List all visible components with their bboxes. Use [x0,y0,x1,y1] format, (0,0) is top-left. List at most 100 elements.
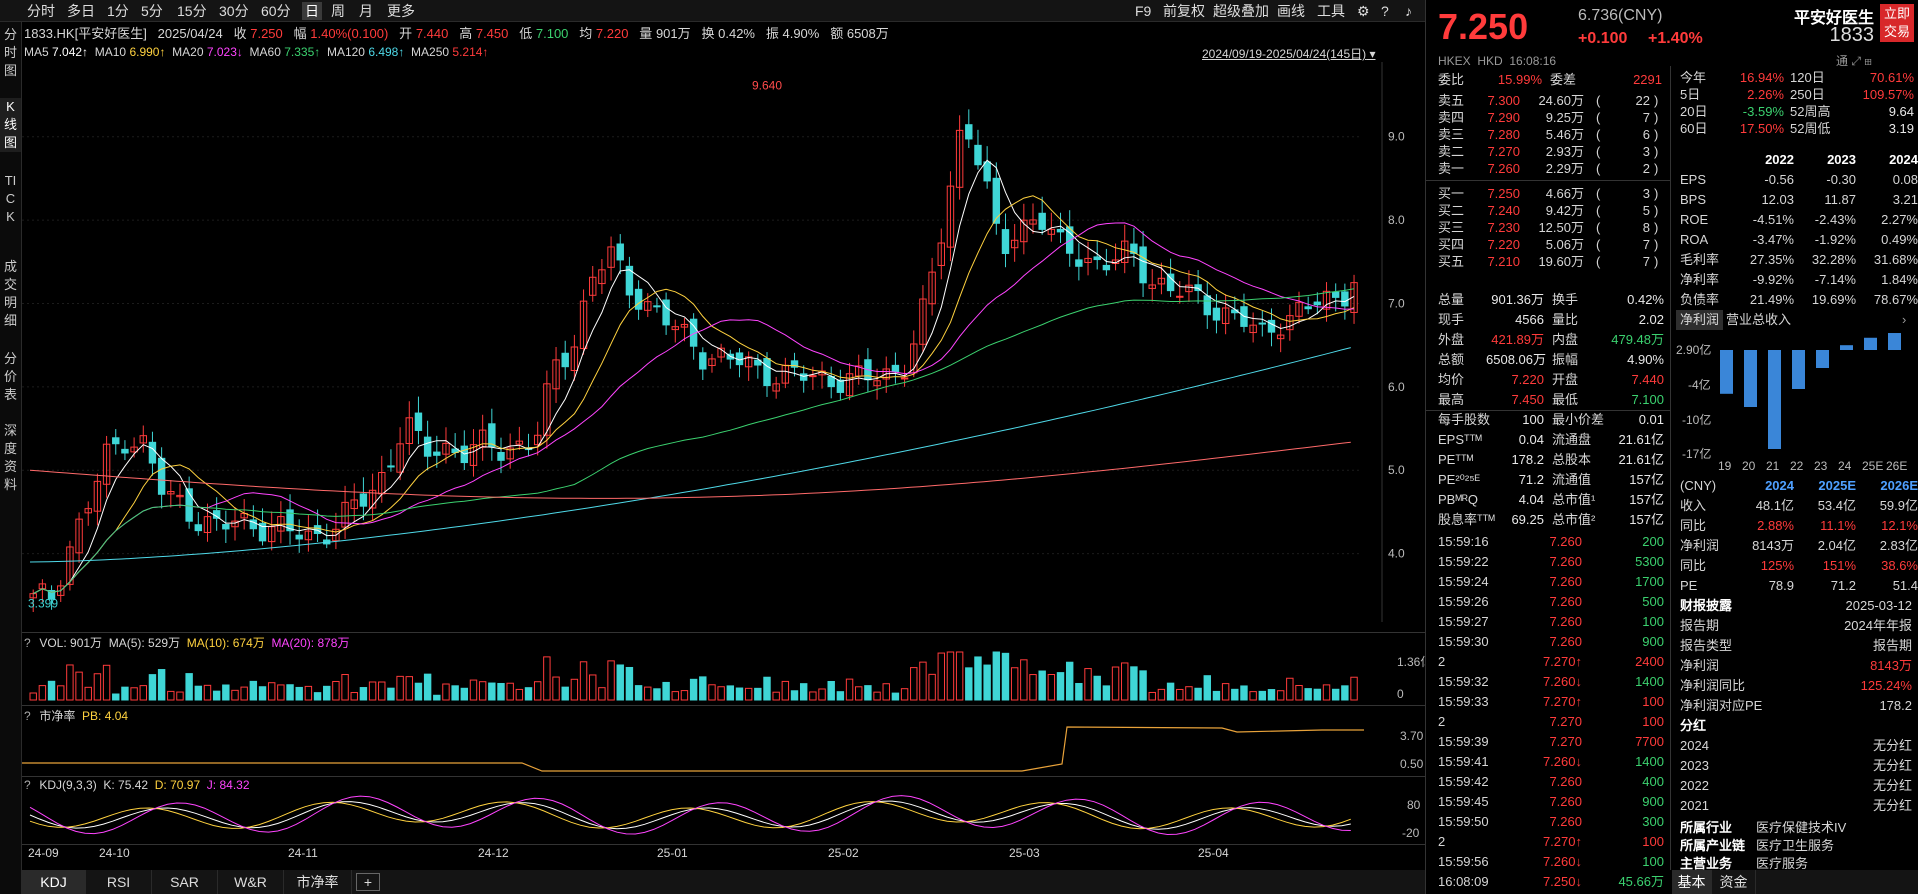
candle-body [1130,243,1138,254]
forecast-value: 125% [1760,558,1794,573]
adjust-button[interactable]: 前复权 [1163,3,1205,19]
panel-splitter[interactable] [1425,0,1426,894]
period-tab-more[interactable]: 更多 [387,3,415,19]
volume-bar [286,684,294,701]
ask-volume: 24.60万 [1538,93,1584,108]
period-tab-month[interactable]: 月 [359,3,373,19]
help-icon[interactable]: ? [1381,3,1389,19]
volume-bar [644,686,652,701]
help-icon[interactable]: ? [24,778,31,792]
candles [29,109,1358,612]
tick-volume: 100 [1642,714,1664,729]
side-tab-timeshare[interactable]: 分时图 [3,27,17,78]
indicator-tab-sar[interactable]: SAR [152,870,218,894]
profit-tab-revenue[interactable]: 营业总收入 [1726,312,1792,327]
bell-icon[interactable]: ♪ [1405,3,1412,19]
tools-button[interactable]: 工具 [1317,3,1345,19]
panel-mini-icons[interactable]: 通 ⤢ ⊞ [1836,54,1872,68]
candle-body [1322,290,1331,310]
period-tab-5min[interactable]: 5分 [141,3,163,19]
close-value: 7.250 [250,26,283,41]
profit-tab-net[interactable]: 净利润 [1676,310,1724,330]
ma120-label: MA120 [326,45,365,59]
ma250-value: 5.214↑ [452,45,489,59]
indicator-tab-rsi[interactable]: RSI [86,870,152,894]
volume-bar [809,691,817,701]
forecast-value: 12.1% [1881,518,1918,533]
tab-capital[interactable]: 资金 [1712,870,1756,894]
avg-value: 7.220 [595,26,629,41]
volume-bar [341,674,349,701]
ask-label: 卖五 [1438,93,1465,108]
volume-bar [249,680,258,701]
help-icon[interactable]: ? [24,636,31,650]
tab-basic[interactable]: 基本 [1672,870,1712,894]
kline-chart[interactable]: 9.0 8.0 7.0 6.0 5.0 4.0 9.640 3.399 [22,62,1425,630]
volume-bar [965,667,973,701]
candle-body [368,489,377,509]
volume-bar [38,685,47,701]
tick-time: 15:59:16 [1438,534,1489,549]
stat-value: 21.61亿 [1618,432,1664,447]
report-label: 净利润对应PE [1680,698,1763,713]
last-price: 7.250 [1438,6,1529,47]
candle-body [1038,212,1046,230]
trade-now-button[interactable]: 立即交易 [1880,4,1914,42]
candle-body [176,494,184,498]
side-tab-trades[interactable]: 成交明细 [3,259,17,328]
tick-price: 7.260↓ [1542,754,1582,769]
ma60-value: 7.335↑ [284,45,321,59]
period-tab-15min[interactable]: 15分 [177,3,207,19]
bid-paren-open: ( [1596,254,1601,269]
bid-price: 7.240 [1487,203,1520,218]
bid-volume: 19.60万 [1538,254,1584,269]
candle-body [1056,228,1065,233]
perf-label: 52周低 [1790,121,1831,136]
candle-body [946,185,955,248]
candle-body [644,301,652,311]
volume-bar [1148,691,1156,701]
profit-bar [1816,350,1829,368]
f9-button[interactable]: F9 [1135,3,1152,19]
period-tab-week[interactable]: 周 [331,3,345,19]
volume-bar [1056,672,1065,701]
gear-icon[interactable]: ⚙ [1357,3,1370,19]
date-label-7: 25-04 [1198,846,1229,860]
period-tab-1min[interactable]: 1分 [107,3,129,19]
bid-paren-open: ( [1596,237,1601,252]
period-tab-day[interactable]: 日 [302,2,322,20]
side-tab-price-table[interactable]: 分价表 [3,351,17,402]
date-range-selector[interactable]: 2024/09/19-2025/04/24(145日) ▾ [1202,47,1376,61]
candle-body [66,546,74,585]
volume-bar [1295,685,1303,701]
candle-body [598,269,606,285]
side-tab-profile[interactable]: 深度资料 [3,423,17,492]
volume-bar [864,685,872,701]
overlay-button[interactable]: 超级叠加 [1213,3,1269,19]
period-tab-multiday[interactable]: 多日 [67,3,95,19]
candle-body [1001,229,1010,255]
help-icon[interactable]: ? [24,709,31,723]
tick-time: 15:59:50 [1438,814,1489,829]
bid-price: 7.220 [1487,237,1520,252]
volume-bar [1121,662,1129,701]
candle-body [983,161,991,182]
forecast-value: 38.6% [1881,558,1918,573]
period-tab-60min[interactable]: 60分 [261,3,291,19]
profit-more-icon[interactable]: › [1902,312,1907,327]
side-tabs: 分时图 K线图 TICK 成交明细 分价表 深度资料 [0,22,22,894]
volume-bar [359,687,368,701]
period-tab-30min[interactable]: 30分 [219,3,249,19]
side-tab-kline[interactable]: K线图 [0,98,21,152]
period-tab-timeshare[interactable]: 分时 [27,3,55,19]
draw-button[interactable]: 画线 [1277,3,1305,19]
indicator-tab-kdj[interactable]: KDJ [22,870,86,894]
add-indicator-button[interactable]: + [356,873,380,891]
kdj-axis-top: 80 [1407,798,1421,812]
indicator-tab-pb[interactable]: 市净率 [284,870,352,894]
indicator-tab-wr[interactable]: W&R [218,870,284,894]
forecast-label: 同比 [1680,518,1707,533]
volume-bar [845,678,854,701]
volume-bar [561,686,569,701]
side-tab-tick[interactable]: TICK [4,173,17,224]
